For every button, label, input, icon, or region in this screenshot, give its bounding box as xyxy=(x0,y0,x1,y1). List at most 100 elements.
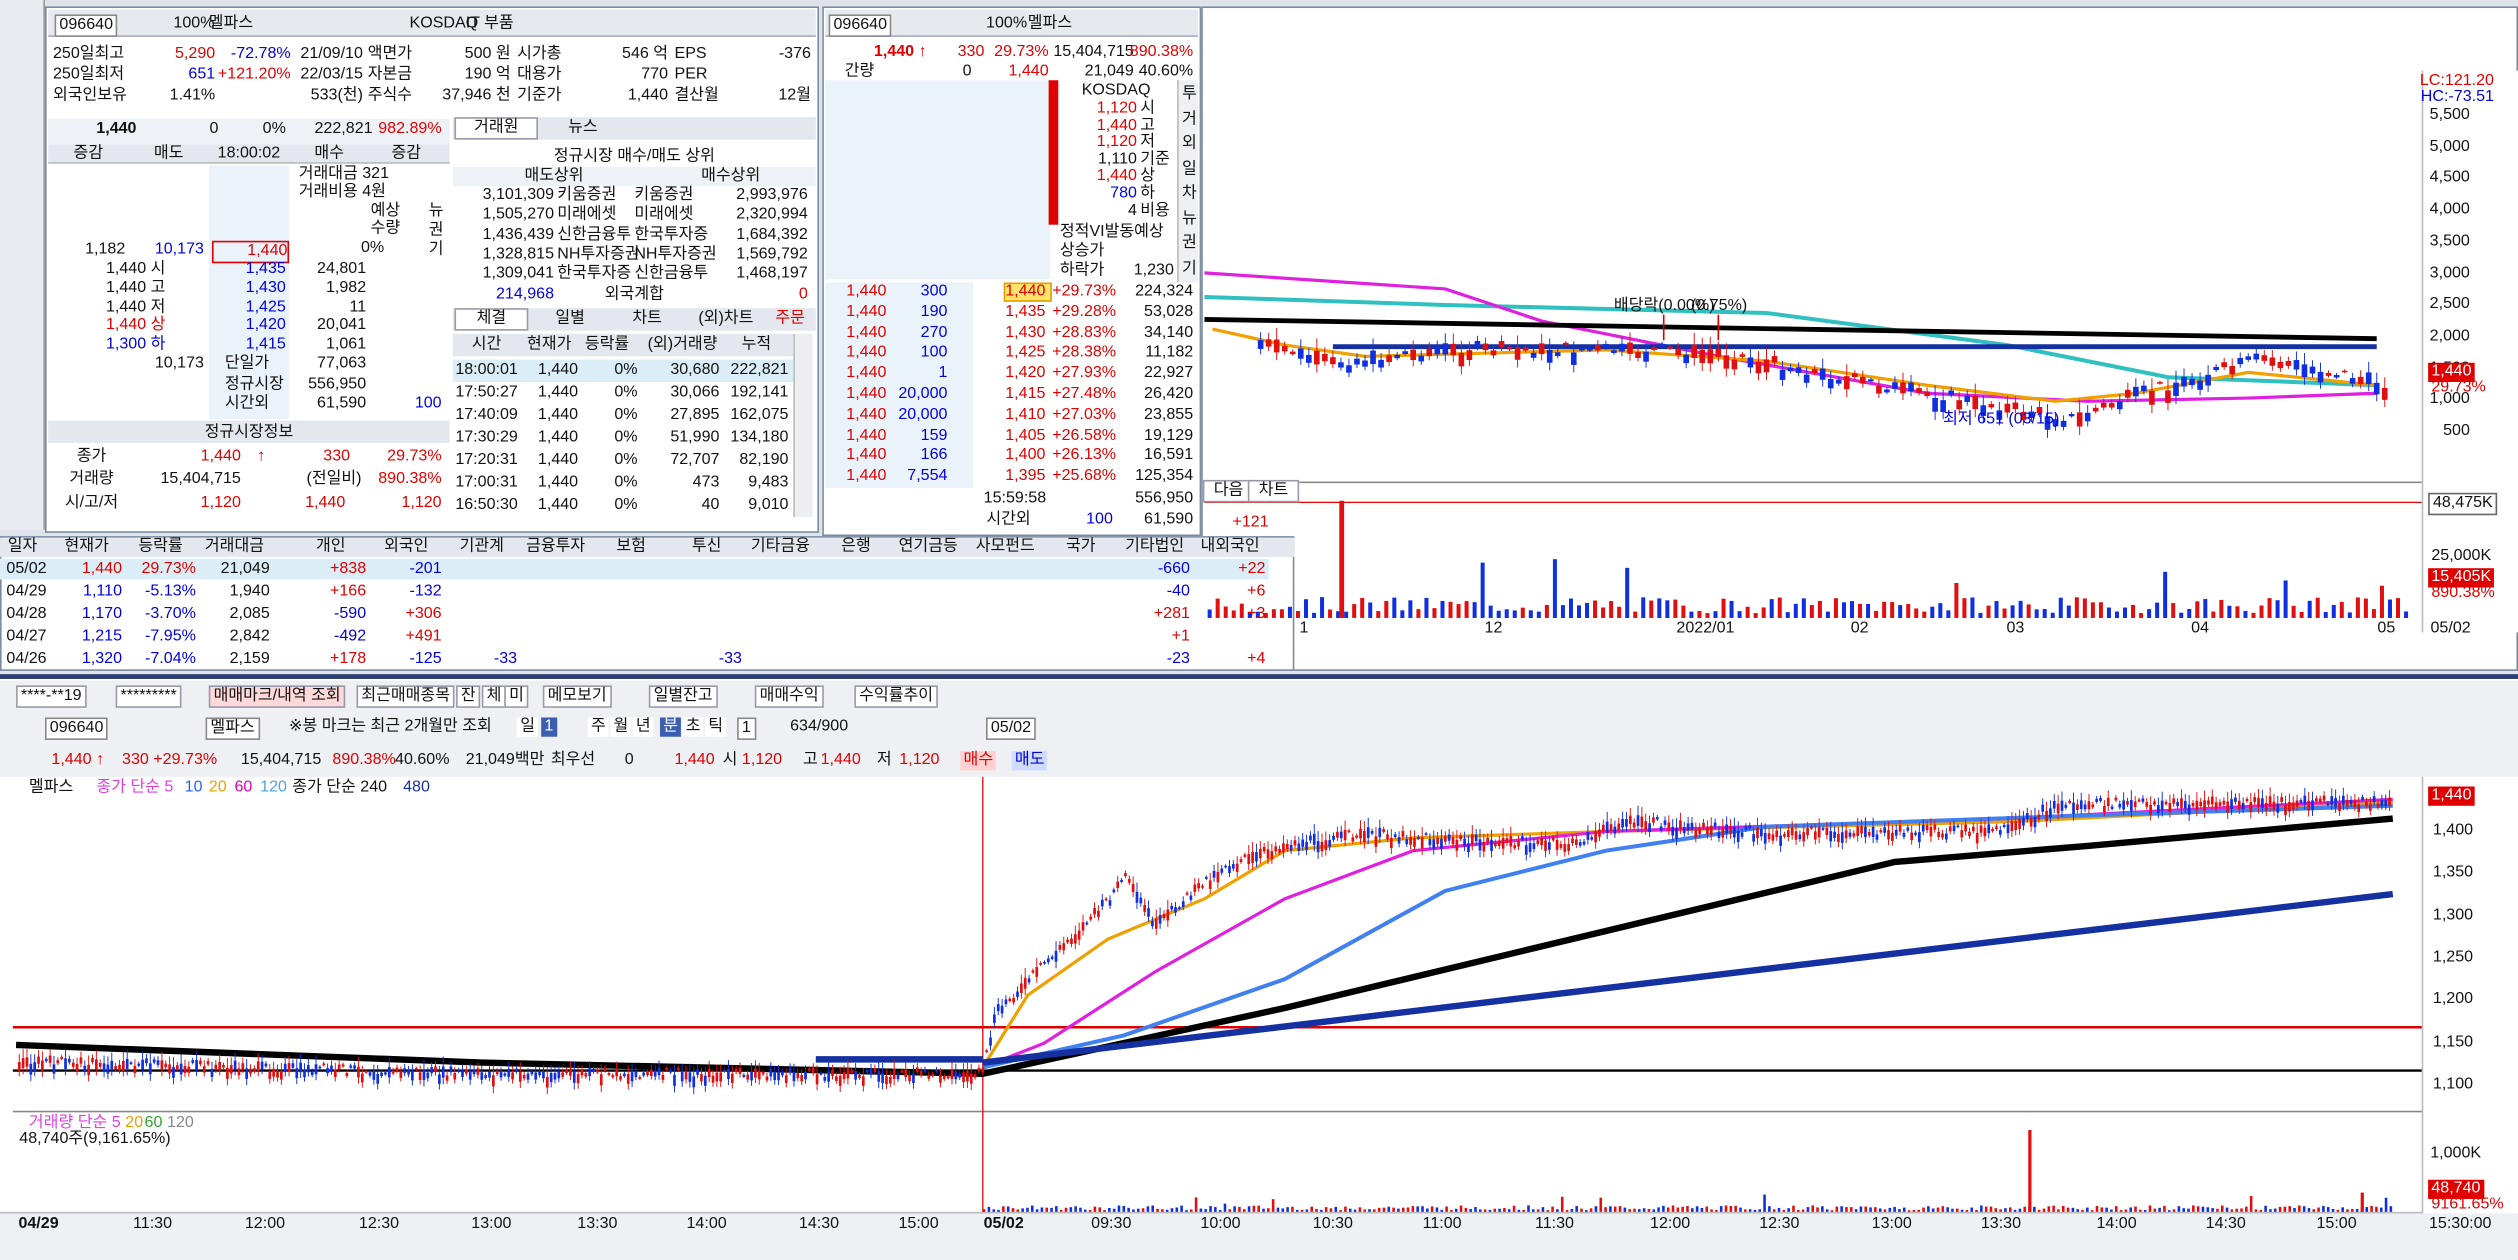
candle xyxy=(1116,881,1120,889)
volume-bar xyxy=(1360,597,1365,618)
period-button[interactable]: 일 xyxy=(517,717,539,737)
button[interactable]: 매수 xyxy=(960,751,997,771)
candle xyxy=(1443,836,1447,842)
candle xyxy=(993,1014,996,1023)
side-tab[interactable]: 뉴 xyxy=(1181,209,1197,228)
candle xyxy=(1763,832,1767,844)
period-button[interactable]: 틱 xyxy=(704,717,727,737)
candle xyxy=(1054,950,1058,962)
code-input[interactable]: 096640 xyxy=(44,717,109,740)
tab[interactable]: 일별 xyxy=(555,309,585,328)
side-tab[interactable]: 뉴 xyxy=(428,202,444,220)
label: 1,440 xyxy=(1008,62,1049,81)
candle xyxy=(195,1060,198,1071)
label: +26.13% xyxy=(1052,446,1117,465)
button[interactable]: 매매수익 xyxy=(754,685,824,708)
tab[interactable]: 주문 xyxy=(775,309,805,328)
period-button[interactable]: 월 xyxy=(610,717,632,737)
label: 17:50:27 xyxy=(455,383,518,402)
period-button[interactable]: 분 xyxy=(660,717,682,737)
button[interactable]: 매매마크/내역 조회 xyxy=(208,685,346,708)
column-header: 기관계 xyxy=(459,537,504,556)
code-input[interactable]: 096640 xyxy=(828,14,892,37)
button[interactable]: 수익률추이 xyxy=(854,685,938,708)
candle xyxy=(1066,939,1069,943)
period-button[interactable]: 주 xyxy=(587,717,609,737)
volume-bar xyxy=(1673,599,1678,618)
period-button[interactable]: 1 xyxy=(541,717,557,737)
tab[interactable]: 체결 xyxy=(476,309,507,328)
volume-bar xyxy=(2230,1209,2234,1212)
button[interactable]: 체 xyxy=(481,685,507,708)
candle xyxy=(353,1065,356,1069)
button[interactable]: 매도 xyxy=(1011,751,1048,771)
candle xyxy=(1522,347,1529,351)
tab[interactable]: 거래원 xyxy=(474,118,519,137)
volume-bar xyxy=(2249,1196,2253,1212)
label: 162,075 xyxy=(730,406,789,424)
candle xyxy=(1530,352,1537,358)
candle xyxy=(2284,804,2287,815)
side-tab[interactable]: 기 xyxy=(1181,259,1197,277)
candle xyxy=(873,1068,877,1072)
candle xyxy=(1609,824,1613,831)
volume-bar xyxy=(1088,1209,1092,1212)
side-tab[interactable]: 권 xyxy=(428,221,444,240)
label: 1,400 xyxy=(2432,821,2474,840)
volume-bar xyxy=(2177,1206,2181,1212)
button[interactable]: 잔 xyxy=(456,685,481,708)
button[interactable]: 다음 xyxy=(1202,479,1255,503)
side-tab[interactable]: 기 xyxy=(428,240,444,259)
button[interactable]: ****-**19 xyxy=(16,685,87,708)
tab[interactable]: (외)차트 xyxy=(698,309,754,328)
label: -492 xyxy=(334,627,367,646)
label: 29.73% xyxy=(2431,378,2486,397)
code-input[interactable]: 096640 xyxy=(54,14,118,37)
candle xyxy=(2060,800,2064,811)
chart-line xyxy=(1204,317,2377,342)
side-tab[interactable]: 차 xyxy=(1181,184,1197,203)
candle xyxy=(1517,840,1520,847)
volume-bar xyxy=(1464,1207,1468,1212)
side-tab[interactable]: 권 xyxy=(1181,234,1197,253)
side-tab[interactable]: 거 xyxy=(1181,109,1197,128)
candle xyxy=(1297,348,1304,359)
volume-bar xyxy=(1156,1208,1159,1212)
side-tab[interactable]: 투 xyxy=(1181,85,1197,103)
candle xyxy=(2191,802,2195,807)
volume-bar xyxy=(2317,1207,2320,1212)
tab[interactable]: 뉴스 xyxy=(568,118,598,137)
volume-bar xyxy=(1276,1207,1280,1212)
side-tab[interactable]: 일 xyxy=(1181,159,1197,178)
label: 03 xyxy=(2006,619,2025,638)
candle xyxy=(1262,846,1266,852)
period-button[interactable]: 초 xyxy=(682,717,704,737)
candle xyxy=(1382,829,1385,832)
button[interactable]: 일별잔고 xyxy=(648,685,718,708)
button[interactable]: 최근매매종목 xyxy=(356,685,455,708)
side-tab[interactable]: 외 xyxy=(1181,134,1197,153)
button[interactable]: 미 xyxy=(504,685,529,708)
tab[interactable]: 차트 xyxy=(632,309,662,328)
label: 매수상위 xyxy=(701,166,761,185)
label: 1,250 xyxy=(2432,948,2474,967)
candle xyxy=(1932,397,1938,412)
label: 미래에셋 xyxy=(634,205,694,224)
label: -23 xyxy=(1166,650,1190,668)
button[interactable]: 차트 xyxy=(1247,479,1300,503)
volume-bar xyxy=(1233,1206,1236,1212)
volume-bar xyxy=(1339,500,1345,618)
candle xyxy=(310,1071,314,1076)
candle xyxy=(1640,816,1644,828)
candle xyxy=(2309,366,2316,374)
period-button[interactable]: 년 xyxy=(632,717,654,737)
candle xyxy=(1833,831,1836,838)
candle xyxy=(1440,838,1443,849)
candle xyxy=(1956,825,1960,828)
candle xyxy=(37,1056,40,1064)
button[interactable]: 메모보기 xyxy=(542,685,612,708)
label: 16,591 xyxy=(1144,446,1194,465)
button[interactable]: ********* xyxy=(115,685,182,708)
volume-bar xyxy=(1263,612,1268,618)
candle xyxy=(1563,844,1567,852)
